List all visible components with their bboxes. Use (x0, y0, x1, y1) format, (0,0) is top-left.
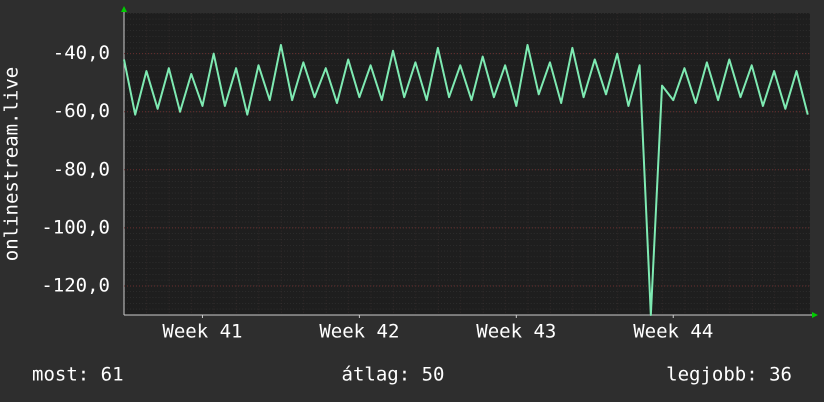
footer-current: most: 61 (32, 364, 124, 386)
y-tick-label: -60,0 (53, 100, 110, 122)
x-arrow (812, 312, 818, 318)
line-series (123, 43, 809, 316)
footer-best: legjobb: 36 (666, 364, 792, 386)
y-arrow (121, 6, 127, 12)
x-tick-label: Week 41 (162, 321, 242, 343)
minor-grid (124, 13, 810, 315)
footer-average: átlag: 50 (342, 364, 445, 386)
y-tick-label: -40,0 (53, 42, 110, 64)
x-tick-label: Week 44 (633, 321, 713, 343)
y-axis-label: onlinestream.live (1, 67, 23, 261)
x-tick-label: Week 43 (476, 321, 556, 343)
y-tick-label: -100,0 (41, 216, 110, 238)
x-tick-label: Week 42 (319, 321, 399, 343)
y-tick-label: -80,0 (53, 158, 110, 180)
y-tick-label: -120,0 (41, 274, 110, 296)
